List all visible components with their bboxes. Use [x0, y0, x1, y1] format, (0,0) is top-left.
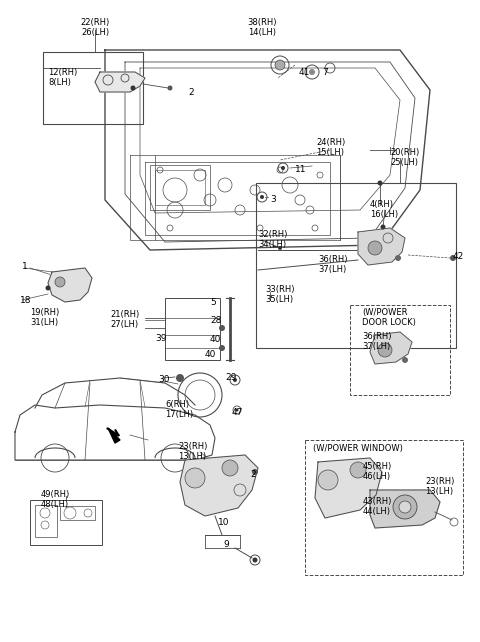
Text: 21(RH)
27(LH): 21(RH) 27(LH): [110, 310, 139, 329]
Text: 3: 3: [270, 195, 276, 204]
Text: 11: 11: [295, 165, 307, 174]
Text: 40: 40: [210, 335, 221, 344]
Text: 4(RH)
16(LH): 4(RH) 16(LH): [370, 200, 398, 220]
Circle shape: [252, 469, 258, 475]
Text: 5: 5: [210, 298, 216, 307]
Polygon shape: [370, 490, 440, 528]
Circle shape: [275, 60, 285, 70]
Text: 23(RH)
13(LH): 23(RH) 13(LH): [178, 442, 207, 462]
Circle shape: [395, 255, 401, 261]
Text: 36(RH)
37(LH): 36(RH) 37(LH): [362, 332, 392, 351]
Circle shape: [393, 495, 417, 519]
Text: 40: 40: [205, 350, 216, 359]
Text: 39: 39: [155, 334, 167, 343]
Text: 41: 41: [299, 68, 310, 77]
Circle shape: [381, 225, 385, 229]
Circle shape: [219, 325, 225, 331]
Polygon shape: [95, 72, 145, 92]
Text: 29: 29: [225, 373, 236, 382]
Bar: [35, 505, 57, 537]
Bar: [155, 170, 205, 205]
Circle shape: [222, 460, 238, 476]
Bar: [256, 183, 456, 348]
Text: 6(RH)
17(LH): 6(RH) 17(LH): [165, 400, 193, 419]
Circle shape: [55, 277, 65, 287]
Polygon shape: [370, 332, 412, 364]
Text: 45(RH)
46(LH): 45(RH) 46(LH): [363, 462, 392, 482]
Circle shape: [318, 470, 338, 490]
Circle shape: [219, 345, 225, 351]
Circle shape: [260, 195, 264, 199]
Polygon shape: [108, 428, 120, 443]
Circle shape: [176, 374, 184, 382]
Text: 9: 9: [223, 540, 229, 549]
Circle shape: [185, 468, 205, 488]
Text: 18: 18: [20, 296, 32, 305]
Text: (W/POWER WINDOW): (W/POWER WINDOW): [313, 444, 403, 453]
Circle shape: [236, 408, 239, 412]
Bar: [43, 52, 143, 124]
Circle shape: [450, 255, 456, 261]
Circle shape: [46, 286, 50, 290]
Text: (W/POWER
DOOR LOCK): (W/POWER DOOR LOCK): [362, 308, 416, 327]
Text: 20(RH)
25(LH): 20(RH) 25(LH): [390, 148, 419, 168]
Text: 38(RH)
14(LH): 38(RH) 14(LH): [247, 18, 277, 37]
Text: 12(RH)
8(LH): 12(RH) 8(LH): [48, 68, 77, 87]
Circle shape: [252, 557, 257, 562]
Polygon shape: [315, 458, 382, 518]
Text: 7: 7: [322, 68, 328, 77]
Circle shape: [350, 462, 366, 478]
Circle shape: [131, 85, 135, 91]
Circle shape: [377, 180, 383, 186]
Bar: [350, 305, 450, 395]
Bar: [150, 165, 210, 210]
Circle shape: [281, 166, 285, 170]
Polygon shape: [358, 228, 405, 265]
Text: 33(RH)
35(LH): 33(RH) 35(LH): [265, 285, 295, 304]
Text: 42: 42: [453, 252, 464, 261]
Text: 22(RH)
26(LH): 22(RH) 26(LH): [80, 18, 109, 37]
Bar: [30, 500, 102, 545]
Text: 24(RH)
15(LH): 24(RH) 15(LH): [316, 138, 345, 157]
Text: 47: 47: [232, 408, 243, 417]
Circle shape: [278, 246, 282, 250]
Text: 2: 2: [188, 88, 193, 97]
Text: 36(RH)
37(LH): 36(RH) 37(LH): [318, 255, 348, 274]
Circle shape: [233, 378, 237, 382]
Text: 10: 10: [218, 518, 229, 527]
Text: 30: 30: [158, 375, 169, 384]
Text: 19(RH)
31(LH): 19(RH) 31(LH): [30, 308, 59, 327]
Circle shape: [309, 69, 315, 75]
Text: 28: 28: [210, 316, 221, 325]
Circle shape: [368, 241, 382, 255]
Circle shape: [402, 357, 408, 363]
Circle shape: [399, 501, 411, 513]
Circle shape: [378, 343, 392, 357]
Text: 43(RH)
44(LH): 43(RH) 44(LH): [363, 497, 392, 516]
Circle shape: [168, 85, 172, 91]
Text: 2: 2: [250, 470, 256, 479]
Text: 32(RH)
34(LH): 32(RH) 34(LH): [258, 230, 288, 249]
Text: 23(RH)
13(LH): 23(RH) 13(LH): [425, 477, 455, 496]
Polygon shape: [48, 268, 92, 302]
Bar: [165, 298, 220, 360]
Polygon shape: [180, 455, 258, 516]
Bar: [60, 506, 95, 520]
Text: 49(RH)
48(LH): 49(RH) 48(LH): [40, 490, 70, 509]
Text: 1: 1: [22, 262, 28, 271]
Bar: [305, 440, 463, 575]
